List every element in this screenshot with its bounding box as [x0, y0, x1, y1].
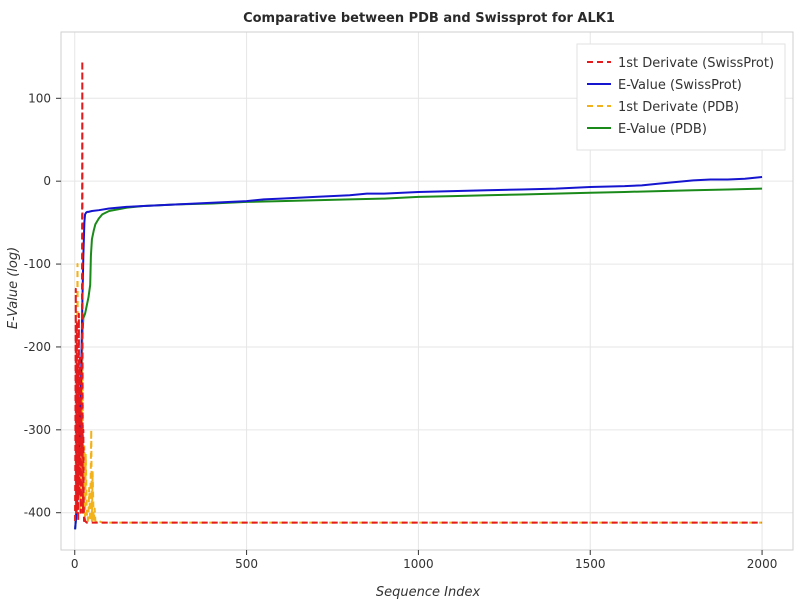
x-tick-label: 500	[235, 557, 258, 571]
y-tick-label: -100	[24, 257, 51, 271]
y-axis-label: E-Value (log)	[6, 247, 21, 329]
x-tick-label: 1000	[403, 557, 434, 571]
y-tick-label: -400	[24, 506, 51, 520]
axis-ticks: 0 500 1000 1500 2000 -400 -300 -200 -100 0 100	[24, 91, 778, 571]
series-line-1st-derivate-swissprot	[74, 60, 763, 524]
x-tick-label: 0	[71, 557, 79, 571]
legend-entry-label: 1st Derivate (PDB)	[618, 100, 739, 115]
y-tick-label: 100	[28, 91, 51, 105]
chart-title: Comparative between PDB and Swissprot fo…	[243, 11, 615, 26]
legend-entry-label: 1st Derivate (SwissProt)	[618, 56, 774, 71]
legend: 1st Derivate (SwissProt) E-Value (SwissPr…	[576, 43, 786, 151]
y-tick-label: -200	[24, 340, 51, 354]
series-layer	[74, 60, 763, 530]
legend-entry-label: E-Value (PDB)	[618, 122, 707, 137]
x-tick-label: 2000	[747, 557, 778, 571]
x-tick-label: 1500	[575, 557, 606, 571]
plot-area-frame	[60, 31, 794, 551]
legend-entry-label: E-Value (SwissProt)	[618, 78, 742, 93]
y-tick-label: 0	[43, 174, 51, 188]
x-axis-label: Sequence Index	[376, 585, 481, 600]
y-tick-label: -300	[24, 423, 51, 437]
legend-box	[576, 43, 786, 151]
